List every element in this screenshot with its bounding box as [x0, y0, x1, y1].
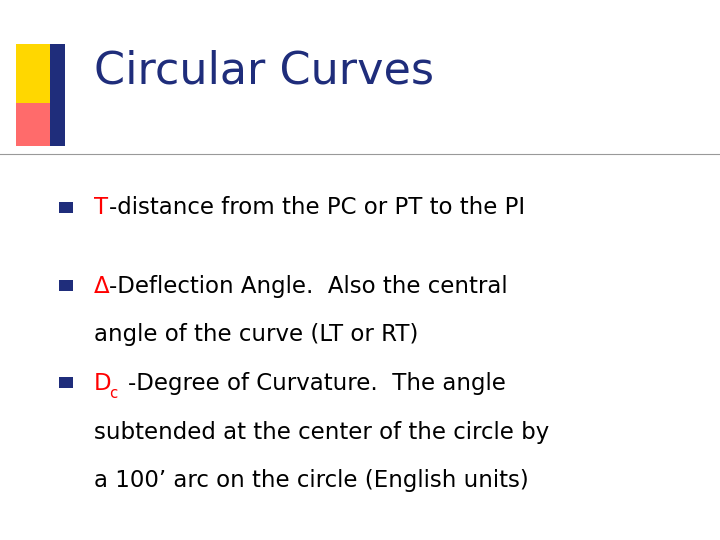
Bar [59, 202, 73, 213]
Text: Circular Curves: Circular Curves [94, 50, 433, 93]
Bar [16, 44, 53, 103]
Bar [16, 102, 53, 146]
Text: a 100’ arc on the circle (English units): a 100’ arc on the circle (English units) [94, 469, 528, 492]
Text: T: T [94, 197, 108, 219]
Text: -Deflection Angle.  Also the central: -Deflection Angle. Also the central [109, 275, 508, 298]
Bar [59, 377, 73, 388]
Text: angle of the curve (LT or RT): angle of the curve (LT or RT) [94, 323, 418, 346]
Text: c: c [109, 386, 117, 401]
Bar [59, 280, 73, 291]
Text: Δ: Δ [94, 275, 109, 298]
Text: -distance from the PC or PT to the PI: -distance from the PC or PT to the PI [109, 197, 526, 219]
Text: -Degree of Curvature.  The angle: -Degree of Curvature. The angle [128, 372, 506, 395]
Text: D: D [94, 372, 111, 395]
Text: subtended at the center of the circle by: subtended at the center of the circle by [94, 421, 549, 443]
Bar [50, 44, 65, 146]
